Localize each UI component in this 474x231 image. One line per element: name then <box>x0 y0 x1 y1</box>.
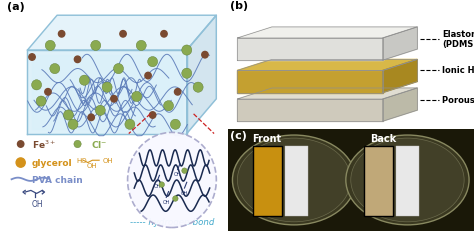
Polygon shape <box>237 39 383 61</box>
Polygon shape <box>237 28 417 39</box>
Polygon shape <box>383 60 417 93</box>
Circle shape <box>149 112 156 119</box>
Polygon shape <box>27 51 187 134</box>
Ellipse shape <box>232 135 356 225</box>
Circle shape <box>95 106 105 116</box>
Text: Ionic Hydrogel: Ionic Hydrogel <box>442 66 474 75</box>
Ellipse shape <box>346 135 469 225</box>
Circle shape <box>147 57 158 67</box>
FancyBboxPatch shape <box>396 147 419 216</box>
Circle shape <box>125 120 135 130</box>
Circle shape <box>120 31 126 38</box>
Text: OH: OH <box>163 199 170 204</box>
Ellipse shape <box>351 139 464 222</box>
Polygon shape <box>383 28 417 61</box>
Polygon shape <box>27 16 216 51</box>
Circle shape <box>102 83 112 93</box>
Circle shape <box>164 101 173 111</box>
Text: (a): (a) <box>7 2 25 12</box>
Text: ----- hydrogen-bond: ----- hydrogen-bond <box>130 217 214 226</box>
Text: OH: OH <box>102 158 113 164</box>
Circle shape <box>18 141 24 148</box>
Text: (c): (c) <box>230 130 247 140</box>
Text: PVA chain: PVA chain <box>32 175 83 184</box>
Circle shape <box>74 57 81 63</box>
Circle shape <box>170 120 181 130</box>
Circle shape <box>16 158 25 167</box>
Circle shape <box>136 41 146 51</box>
Circle shape <box>29 55 35 61</box>
Circle shape <box>32 80 42 91</box>
Circle shape <box>79 76 90 86</box>
Polygon shape <box>32 55 182 129</box>
FancyBboxPatch shape <box>285 147 308 216</box>
Text: OH: OH <box>87 162 97 168</box>
Ellipse shape <box>128 133 216 228</box>
Circle shape <box>182 168 187 174</box>
Polygon shape <box>237 71 383 93</box>
Polygon shape <box>237 60 417 71</box>
Polygon shape <box>237 89 417 100</box>
Circle shape <box>182 69 192 79</box>
Circle shape <box>88 115 94 121</box>
Text: Front: Front <box>252 134 282 143</box>
FancyBboxPatch shape <box>254 147 282 216</box>
Text: Back: Back <box>370 134 396 143</box>
Circle shape <box>64 110 73 121</box>
Text: Cl$^{-}$: Cl$^{-}$ <box>91 139 108 150</box>
Circle shape <box>132 92 142 102</box>
Circle shape <box>182 46 192 56</box>
Text: Elastomer
(PDMS): Elastomer (PDMS) <box>442 30 474 49</box>
Text: HO: HO <box>76 158 87 164</box>
Circle shape <box>174 89 181 96</box>
FancyBboxPatch shape <box>365 147 392 216</box>
Circle shape <box>173 196 178 201</box>
FancyBboxPatch shape <box>228 129 474 231</box>
Circle shape <box>202 52 208 59</box>
Text: OH: OH <box>174 172 182 177</box>
Circle shape <box>45 41 55 51</box>
Text: OH: OH <box>181 190 189 195</box>
Circle shape <box>68 120 78 130</box>
Circle shape <box>91 41 101 51</box>
Polygon shape <box>237 100 383 122</box>
Circle shape <box>145 73 151 79</box>
Text: (b): (b) <box>230 1 248 11</box>
Polygon shape <box>187 16 216 134</box>
Circle shape <box>193 83 203 93</box>
Circle shape <box>50 64 60 74</box>
Text: glycerol: glycerol <box>32 158 73 167</box>
Circle shape <box>113 64 124 74</box>
Circle shape <box>36 97 46 107</box>
Circle shape <box>58 31 65 38</box>
Text: Porous Elastomer: Porous Elastomer <box>442 96 474 105</box>
Ellipse shape <box>237 139 351 222</box>
Circle shape <box>161 31 167 38</box>
Circle shape <box>159 182 164 188</box>
Circle shape <box>45 89 51 96</box>
Text: Fe$^{3+}$: Fe$^{3+}$ <box>32 138 56 151</box>
Text: OH: OH <box>154 183 161 188</box>
Polygon shape <box>383 89 417 122</box>
Circle shape <box>111 96 117 103</box>
Text: OH: OH <box>32 199 43 208</box>
Circle shape <box>74 141 81 148</box>
